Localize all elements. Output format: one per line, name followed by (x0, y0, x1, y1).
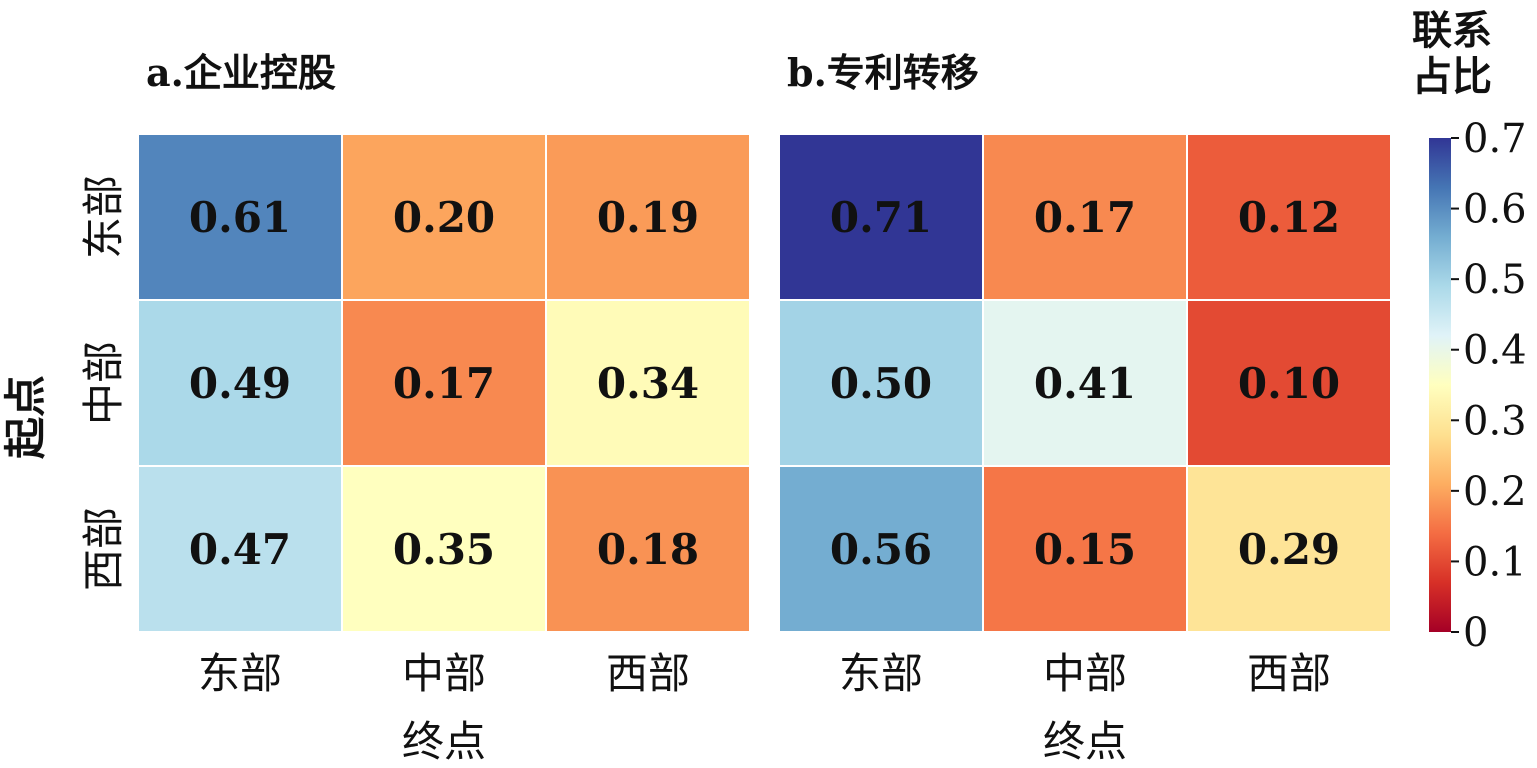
heatmap-cell (1186, 465, 1392, 633)
heatmap-cell (341, 465, 547, 633)
heatmap-cell (137, 465, 343, 633)
cell-value-label: 0.61 (189, 193, 291, 242)
heatmap-cell (1186, 299, 1392, 467)
panel-title: b.专利转移 (787, 50, 979, 95)
colorbar-title-line2: 占比 (1412, 53, 1492, 100)
x-tick-label: 东部 (839, 649, 923, 698)
cell-value-label: 0.71 (830, 193, 932, 242)
x-tick-label: 西部 (1247, 649, 1331, 698)
colorbar-tick-label: 0.5 (1463, 257, 1527, 303)
cell-value-label: 0.20 (393, 193, 495, 242)
cell-value-label: 0.41 (1034, 359, 1136, 408)
cell-value-label: 0.35 (393, 525, 495, 574)
heatmap-cell (545, 133, 751, 301)
colorbar-gradient (1429, 138, 1451, 632)
cell-value-label: 0.29 (1238, 525, 1340, 574)
heatmap-cell (137, 299, 343, 467)
heatmap-panel-b: b.专利转移 0.71 0.17 0.12 0.50 0.41 0.10 0.56 0.15 0.… (778, 50, 1392, 766)
cell-value-label: 0.50 (830, 359, 932, 408)
heatmap-cell (982, 465, 1188, 633)
cell-value-label: 0.34 (597, 359, 699, 408)
heatmap-cell (982, 299, 1188, 467)
heatmap-cell (545, 465, 751, 633)
cell-value-label: 0.47 (189, 525, 291, 574)
cell-value-label: 0.19 (597, 193, 699, 242)
heatmap-cell (778, 465, 984, 633)
cell-value-label: 0.15 (1034, 525, 1136, 574)
x-axis-label: 终点 (402, 717, 486, 764)
x-tick-label: 东部 (198, 649, 282, 698)
colorbar-title-line1: 联系 (1412, 7, 1492, 54)
heatmap-cell (778, 299, 984, 467)
colorbar-tick-label: 0.7 (1463, 116, 1527, 162)
colorbar-tick-label: 0.4 (1463, 328, 1527, 374)
cell-value-label: 0.12 (1238, 193, 1340, 242)
cell-value-label: 0.18 (597, 525, 699, 574)
y-axis-label: 起点 (1, 375, 50, 459)
heatmap-panel-a: a.企业控股 0.61 0.20 0.19 0.49 0.17 0.34 0.47 0.35 0.… (1, 50, 751, 766)
y-tick-label: 西部 (79, 507, 128, 591)
cell-value-label: 0.17 (393, 359, 495, 408)
colorbar-tick-label: 0.6 (1463, 187, 1527, 233)
colorbar-tick-label: 0 (1463, 610, 1488, 656)
y-tick-label: 中部 (79, 341, 128, 425)
colorbar-tick-label: 0.3 (1463, 398, 1527, 444)
heatmap-cell (778, 133, 984, 301)
heatmap-cell (341, 299, 547, 467)
heatmap-cell (545, 299, 751, 467)
x-tick-label: 西部 (606, 649, 690, 698)
x-axis-label: 终点 (1043, 717, 1127, 764)
y-tick-label: 东部 (79, 175, 128, 259)
colorbar-tick-label: 0.2 (1463, 469, 1527, 515)
cell-value-label: 0.49 (189, 359, 291, 408)
panel-title: a.企业控股 (146, 50, 336, 95)
cell-value-label: 0.10 (1238, 359, 1340, 408)
heatmap-cell (1186, 133, 1392, 301)
x-tick-label: 中部 (1043, 649, 1127, 698)
cell-value-label: 0.17 (1034, 193, 1136, 242)
x-tick-label: 中部 (402, 649, 486, 698)
cell-value-label: 0.56 (830, 525, 932, 574)
colorbar-tick-label: 0.1 (1463, 539, 1527, 585)
heatmap-cell (137, 133, 343, 301)
heatmap-cell (341, 133, 547, 301)
